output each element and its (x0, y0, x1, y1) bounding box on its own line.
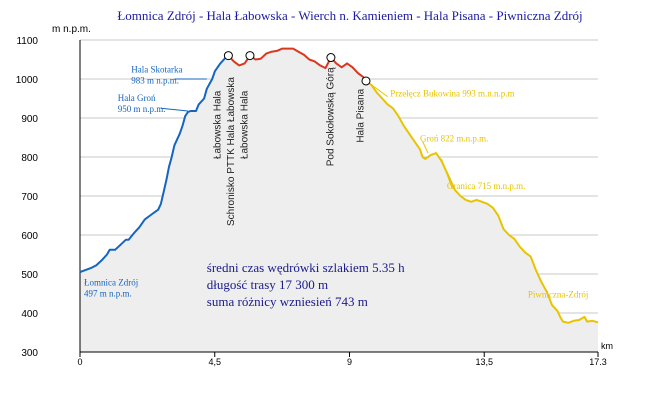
x-tick-label: 4,5 (208, 357, 221, 367)
waypoint-vertical-label: Pod Sokołowską Górą (326, 67, 337, 166)
vertical-labels: Łabowska Hala Schronisko PTTK Hala Łabows… (212, 67, 366, 226)
point-annotation: Piwniczna-Zdrój (528, 289, 588, 299)
y-tick-label: 300 (21, 348, 38, 359)
waypoint-marker (326, 53, 336, 63)
series-line-blue (79, 54, 229, 274)
waypoint-marker (245, 51, 255, 61)
x-axis-unit-label: km (601, 341, 613, 351)
y-tick-label: 900 (21, 114, 38, 125)
leader-line (160, 107, 188, 112)
waypoint-vertical-label: Łabowska Hala (212, 90, 223, 159)
leader-lines (160, 78, 453, 190)
waypoint-marker (361, 76, 371, 86)
point-annotation: 497 m n.p.m. (84, 289, 132, 299)
point-annotation: Hala Groń (118, 93, 156, 103)
profile-fill (80, 48, 598, 352)
axes: 300 400 500 600 700 800 900 1000 1100 0 4,5 9 13,5 17… (16, 36, 607, 367)
y-tick-label: 500 (21, 270, 38, 281)
point-annotation: Groń 822 m.n.p.m. (420, 133, 489, 143)
waypoint-vertical-label: Łabowska Hala (239, 90, 250, 159)
x-tick-label: 17.3 (589, 357, 607, 367)
profile-area (80, 48, 598, 352)
chart-title: Łomnica Zdrój - Hala Łabowska - Wierch n… (117, 8, 582, 23)
point-annotation: 950 m n.p.m. (118, 104, 166, 114)
x-tick-label: 0 (77, 357, 82, 367)
summary-line: suma różnicy wzniesień 743 m (207, 294, 368, 309)
x-tick-label: 9 (347, 357, 352, 367)
y-tick-label: 700 (21, 192, 38, 203)
y-tick-label: 1000 (16, 75, 39, 86)
leader-line (422, 141, 429, 154)
waypoint-vertical-label: Hala Pisana (355, 88, 366, 142)
waypoint-marker (223, 51, 233, 61)
y-tick-label: 400 (21, 309, 38, 320)
series-line-yellow (365, 80, 599, 324)
point-annotation: Przełęcz Bukowina 993 m.n.n.p.m (390, 89, 514, 99)
point-annotation: Granica 715 m.n.p.m. (447, 181, 525, 191)
y-tick-label: 800 (21, 153, 38, 164)
x-tick-label: 13,5 (475, 357, 493, 367)
point-annotation: Hala Skotarka (131, 64, 182, 74)
summary-line: średni czas wędrówki szlakiem 5.35 h (207, 260, 405, 275)
waypoint-vertical-label: Schronisko PTTK Hala Łabowska (226, 77, 237, 226)
summary-line: długość trasy 17 300 m (207, 277, 328, 292)
y-axis-unit-label: m n.p.m. (52, 24, 91, 35)
route-summary: średni czas wędrówki szlakiem 5.35 h dług… (207, 260, 405, 309)
marker-layer (223, 51, 371, 86)
leader-line (368, 82, 388, 98)
y-tick-label: 1100 (16, 36, 38, 47)
y-tick-label: 600 (21, 231, 38, 242)
leader-line (441, 158, 453, 190)
point-annotation: 983 m n.p.m. (131, 75, 179, 85)
point-annotation: Łomnica Zdrój (84, 278, 138, 288)
